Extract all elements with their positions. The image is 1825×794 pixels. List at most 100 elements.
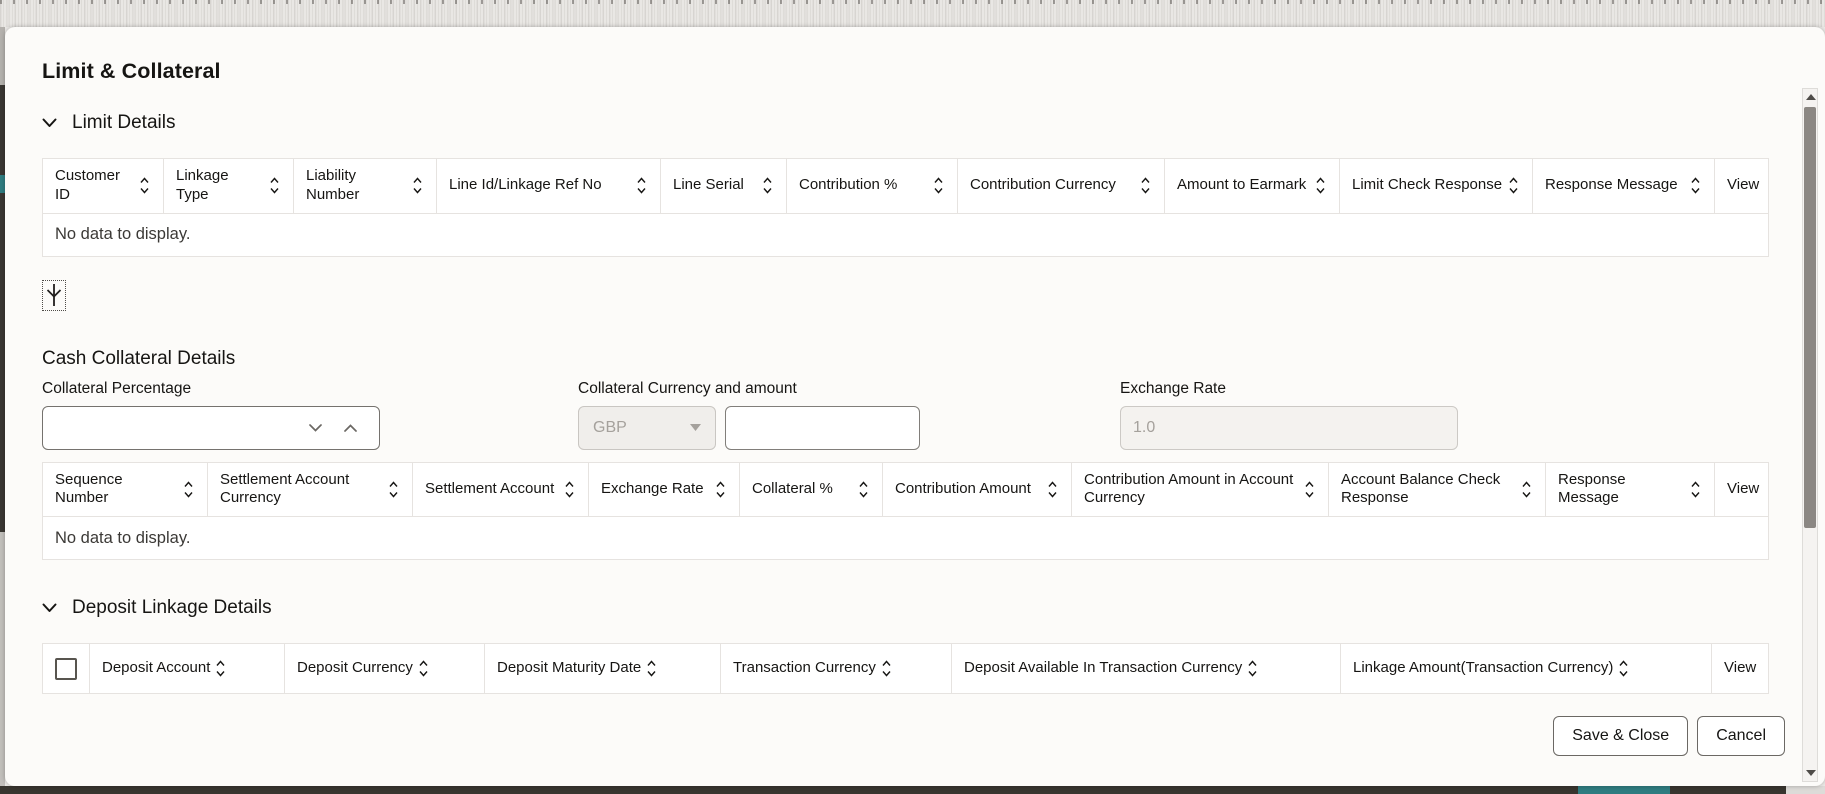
chrome-texture — [0, 0, 1825, 4]
sort-icon — [1691, 177, 1700, 194]
sort-icon — [184, 481, 193, 498]
sort-icon — [565, 481, 574, 498]
col-sequence-number[interactable]: Sequence Number — [42, 461, 208, 517]
window-chrome-left — [0, 27, 5, 786]
deposit-linkage-table: Deposit Account Deposit Currency Deposit… — [42, 643, 1769, 694]
window-chrome-bottom — [0, 786, 1825, 794]
col-view-2: View — [1714, 461, 1769, 517]
exchange-rate-label: Exchange Rate — [1120, 379, 1226, 397]
sort-icon — [1619, 660, 1628, 677]
col-deposit-account[interactable]: Deposit Account — [89, 643, 285, 694]
chrome-left-light-bottom — [0, 532, 5, 786]
col-line-id-linkage-ref[interactable]: Line Id/Linkage Ref No — [436, 158, 661, 214]
sort-icon — [647, 660, 656, 677]
page-title: Limit & Collateral — [42, 59, 221, 83]
col-deposit-available[interactable]: Deposit Available In Transaction Currenc… — [951, 643, 1341, 694]
chevron-down-icon — [42, 603, 57, 613]
sort-icon — [1522, 481, 1531, 498]
col-collateral-pct[interactable]: Collateral % — [739, 461, 883, 517]
chrome-bottom-teal-segment — [1578, 786, 1670, 794]
scroll-down-icon[interactable] — [1806, 770, 1816, 776]
limit-details-section-header[interactable]: Limit Details — [42, 112, 1767, 134]
sort-icon — [389, 481, 398, 498]
sort-icon — [140, 177, 149, 194]
scrollbar-thumb[interactable] — [1804, 107, 1816, 528]
sort-icon — [716, 481, 725, 498]
save-close-button[interactable]: Save & Close — [1553, 716, 1689, 756]
stepper-increment-icon[interactable] — [344, 423, 357, 432]
collateral-percentage-stepper[interactable] — [42, 405, 380, 450]
col-account-balance-check-response[interactable]: Account Balance Check Response — [1328, 461, 1546, 517]
sort-icon — [1048, 481, 1057, 498]
deposit-linkage-title: Deposit Linkage Details — [72, 597, 272, 618]
col-response-message[interactable]: Response Message — [1532, 158, 1715, 214]
sort-icon — [1316, 177, 1325, 194]
col-deposit-maturity-date[interactable]: Deposit Maturity Date — [484, 643, 721, 694]
sort-icon — [763, 177, 772, 194]
col-exchange-rate[interactable]: Exchange Rate — [588, 461, 740, 517]
col-select-all — [42, 643, 90, 694]
no-data-text: No data to display. — [42, 516, 1769, 560]
sort-icon — [934, 177, 943, 194]
select-all-checkbox[interactable] — [55, 657, 77, 680]
limit-table-empty-row: No data to display. — [42, 212, 1769, 257]
cancel-button[interactable]: Cancel — [1697, 716, 1785, 756]
col-line-serial[interactable]: Line Serial — [660, 158, 787, 214]
scroll-up-icon[interactable] — [1806, 94, 1816, 100]
sort-icon — [1691, 481, 1700, 498]
sort-icon — [216, 660, 225, 677]
col-contribution-amount[interactable]: Contribution Amount — [882, 461, 1072, 517]
vertical-scrollbar[interactable] — [1802, 88, 1818, 782]
deposit-linkage-section-header[interactable]: Deposit Linkage Details — [42, 597, 1767, 619]
sort-icon — [1305, 481, 1314, 498]
sort-icon — [270, 177, 279, 194]
collateral-amount-input[interactable] — [726, 406, 919, 449]
col-deposit-currency[interactable]: Deposit Currency — [284, 643, 485, 694]
col-limit-check-response[interactable]: Limit Check Response — [1339, 158, 1533, 214]
collateral-currency-label: Collateral Currency and amount — [578, 379, 797, 397]
sort-icon — [637, 177, 646, 194]
col-response-message-2[interactable]: Response Message — [1545, 461, 1715, 517]
cash-table-empty-row: No data to display. — [42, 516, 1769, 560]
sort-icon — [1509, 177, 1518, 194]
col-transaction-currency[interactable]: Transaction Currency — [720, 643, 952, 694]
add-limit-row-button[interactable] — [42, 279, 66, 311]
limit-table-header-row: Customer ID Linkage Type Liability Numbe… — [42, 158, 1769, 214]
col-view-3: View — [1711, 643, 1769, 694]
col-contribution-pct[interactable]: Contribution % — [786, 158, 958, 214]
footer-actions: Save & Close Cancel — [1553, 716, 1785, 756]
chrome-left-teal-segment — [0, 175, 5, 193]
col-customer-id[interactable]: Customer ID — [42, 158, 164, 214]
collateral-percentage-input[interactable] — [43, 406, 287, 449]
col-linkage-amount[interactable]: Linkage Amount(Transaction Currency) — [1340, 643, 1712, 694]
dropdown-arrow-icon — [690, 424, 701, 431]
limit-details-title: Limit Details — [72, 112, 176, 133]
col-contribution-currency[interactable]: Contribution Currency — [957, 158, 1165, 214]
col-amount-to-earmark[interactable]: Amount to Earmark — [1164, 158, 1340, 214]
limit-details-table: Customer ID Linkage Type Liability Numbe… — [42, 158, 1769, 257]
col-view: View — [1714, 158, 1769, 214]
sort-icon — [413, 177, 422, 194]
chrome-left-light-segment — [0, 27, 5, 85]
sort-icon — [419, 660, 428, 677]
col-contribution-amount-account-ccy[interactable]: Contribution Amount in Account Currency — [1071, 461, 1329, 517]
col-settlement-account[interactable]: Settlement Account — [412, 461, 589, 517]
collateral-amount-field[interactable] — [725, 405, 920, 450]
exchange-rate-field — [1120, 405, 1458, 450]
collateral-percentage-label: Collateral Percentage — [42, 379, 192, 397]
col-settlement-account-currency[interactable]: Settlement Account Currency — [207, 461, 413, 517]
window-chrome-top — [0, 0, 1825, 27]
sort-icon — [859, 481, 868, 498]
exchange-rate-input — [1121, 406, 1457, 449]
col-linkage-type[interactable]: Linkage Type — [163, 158, 294, 214]
no-data-text: No data to display. — [42, 212, 1769, 257]
sort-icon — [882, 660, 891, 677]
collateral-currency-select[interactable]: GBP — [578, 405, 716, 450]
stepper-decrement-icon[interactable] — [309, 423, 322, 432]
cash-collateral-fields: Collateral Percentage Collateral Currenc… — [42, 380, 1767, 462]
chrome-bottom-light-segment — [1786, 786, 1825, 794]
fork-down-icon — [46, 284, 62, 306]
cash-collateral-table: Sequence Number Settlement Account Curre… — [42, 461, 1769, 560]
limit-collateral-modal: Limit & Collateral Limit Details Custome… — [5, 27, 1825, 786]
col-liability-number[interactable]: Liability Number — [293, 158, 437, 214]
